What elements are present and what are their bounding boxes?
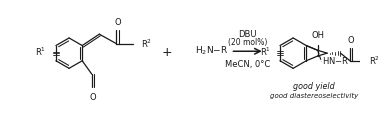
Text: +: +: [161, 45, 172, 58]
Text: R$^2$: R$^2$: [141, 37, 152, 49]
Text: MeCN, 0°C: MeCN, 0°C: [225, 59, 270, 68]
Text: (20 mol%): (20 mol%): [228, 37, 267, 46]
Text: H$_2$N$-$R: H$_2$N$-$R: [195, 44, 229, 56]
Text: R$^1$: R$^1$: [260, 46, 271, 58]
Text: good diastereoselectivity: good diastereoselectivity: [270, 92, 358, 98]
Text: HN$-$R: HN$-$R: [322, 55, 350, 66]
Text: O: O: [348, 35, 354, 44]
Text: good yield: good yield: [293, 81, 335, 90]
Text: DBU: DBU: [238, 30, 257, 39]
Text: R$^1$: R$^1$: [36, 46, 46, 58]
Text: R$^2$: R$^2$: [369, 54, 378, 66]
Text: O: O: [89, 92, 96, 101]
Text: OH: OH: [311, 31, 324, 40]
Text: O: O: [114, 18, 121, 26]
